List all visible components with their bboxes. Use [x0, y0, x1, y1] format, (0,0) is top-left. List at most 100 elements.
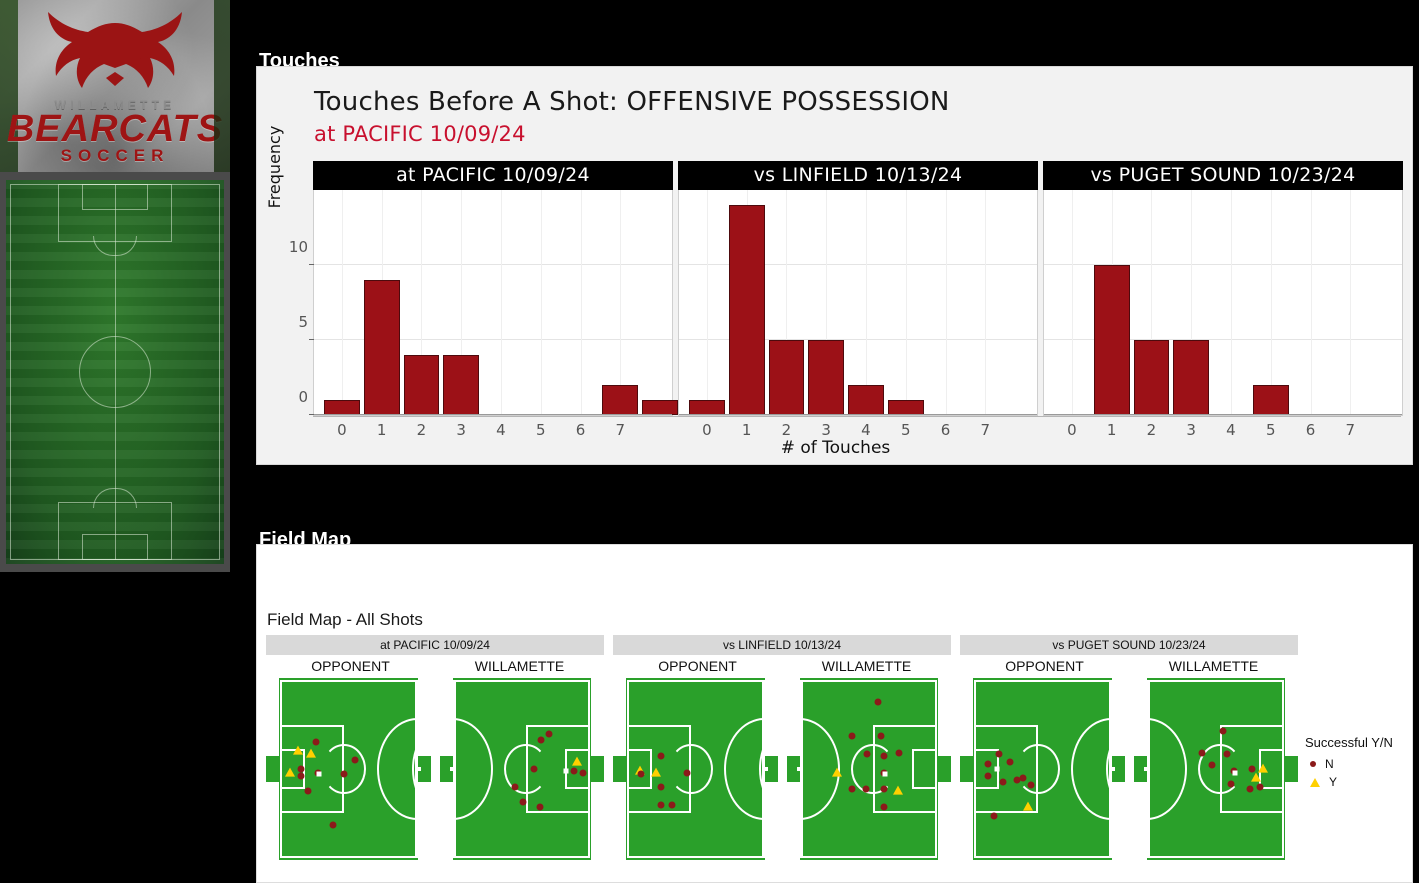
- shot-marker-unsuccessful: [519, 798, 527, 806]
- field-map-side-label-left: OPPONENT: [1005, 658, 1084, 674]
- shot-marker-unsuccessful: [880, 785, 888, 793]
- facet-header: vs LINFIELD 10/13/24: [678, 161, 1038, 190]
- field-map-side-label-right: WILLAMETTE: [1168, 658, 1259, 674]
- chart-x-axis-label: # of Touches: [780, 438, 891, 458]
- goal-marker-left: [266, 756, 279, 782]
- y-axis-tick-label: 5: [298, 313, 308, 332]
- chart-bar: [808, 340, 845, 415]
- shot-marker-unsuccessful: [1027, 781, 1035, 789]
- shot-marker-goal: [994, 766, 1000, 772]
- shot-marker-unsuccessful: [1248, 765, 1256, 773]
- goal-marker-left: [960, 756, 973, 782]
- shot-marker-successful: [651, 767, 662, 777]
- shot-marker-unsuccessful: [637, 770, 645, 778]
- x-axis-tick-label: 2: [1146, 421, 1157, 439]
- shot-marker-successful: [634, 765, 645, 775]
- chart-subtitle: at PACIFIC 10/09/24: [314, 122, 526, 146]
- gridline-vertical: [540, 190, 542, 415]
- field-map-side-label-right: WILLAMETTE: [474, 658, 565, 674]
- legend-item-y: Y: [1305, 773, 1415, 791]
- shot-marker-successful: [892, 785, 903, 795]
- shot-marker-unsuccessful: [999, 778, 1007, 786]
- field-map-side-label-right: WILLAMETTE: [821, 658, 912, 674]
- chart-facet: at PACIFIC 10/09/24 0 5 10 0 1 2 3 4 5 6 7: [289, 161, 678, 439]
- field-map-side-label-left: OPPONENT: [311, 658, 390, 674]
- y-axis-tick-label: 10: [288, 238, 308, 257]
- shot-marker-successful: [1250, 772, 1261, 782]
- shot-marker-unsuccessful: [530, 765, 538, 773]
- pitch-half-right: [412, 678, 591, 860]
- legend-title: Successful Y/N: [1305, 735, 1393, 750]
- shot-marker-unsuccessful: [657, 783, 665, 791]
- pitch-graphic: [6, 180, 224, 564]
- gridline-vertical: [500, 190, 502, 415]
- shot-marker-unsuccessful: [340, 770, 348, 778]
- shot-marker-unsuccessful: [304, 787, 312, 795]
- x-axis-tick-label: 6: [940, 421, 951, 439]
- shot-marker-unsuccessful: [668, 801, 676, 809]
- field-map-column: at PACIFIC 10/09/24 OPPONENT WILLAMETTE: [266, 635, 604, 860]
- chart-title: Touches Before A Shot: OFFENSIVE POSSESS…: [314, 87, 950, 117]
- field-map-heading: Field Map - All Shots: [267, 610, 423, 629]
- shot-marker-successful: [1023, 801, 1034, 811]
- penalty-arc: [1015, 743, 1061, 795]
- shot-marker-unsuccessful: [1198, 749, 1206, 757]
- field-map-game-header: vs LINFIELD 10/13/24: [613, 635, 951, 655]
- gridline-vertical: [905, 190, 907, 415]
- pitch-half-right: [759, 678, 938, 860]
- facet-plot-area: 0 1 2 3 4 5 6 7: [678, 190, 1038, 439]
- pitch-half-right: [1106, 678, 1285, 860]
- shot-marker-unsuccessful: [984, 760, 992, 768]
- y-axis-tick-mark: [309, 264, 314, 266]
- field-map-side-label-left: OPPONENT: [658, 658, 737, 674]
- field-map-side-labels: OPPONENT WILLAMETTE: [266, 655, 604, 678]
- shot-marker-unsuccessful: [880, 752, 888, 760]
- chart-bar: [848, 385, 884, 415]
- x-axis-tick-label: 5: [900, 421, 911, 439]
- y-axis-tick-mark: [309, 339, 314, 341]
- chart-bar: [728, 205, 765, 415]
- field-map-column: vs PUGET SOUND 10/23/24 OPPONENT WILLAMETT…: [960, 635, 1298, 860]
- gridline-vertical: [1191, 190, 1193, 415]
- chart-facet: vs PUGET SOUND 10/23/24 0 1 2 3 4 5 6 7: [1043, 161, 1403, 439]
- logo-text-bearcats: BEARCATS: [6, 108, 224, 150]
- gridline-horizontal: [1044, 264, 1402, 266]
- goal-marker-left: [613, 756, 626, 782]
- shot-marker-successful: [293, 745, 304, 755]
- chart-baseline: [313, 416, 1401, 417]
- chart-bar: [1093, 265, 1130, 415]
- gridline-horizontal: [1044, 339, 1402, 341]
- shot-marker-unsuccessful: [312, 738, 320, 746]
- chart-bar: [443, 355, 480, 415]
- gridline-vertical: [461, 190, 463, 415]
- x-axis-tick-label: 4: [861, 421, 871, 439]
- shot-marker-unsuccessful: [984, 772, 992, 780]
- gridline-vertical: [1230, 190, 1232, 415]
- gridline-horizontal: [679, 339, 1037, 341]
- gridline-vertical: [580, 190, 582, 415]
- shot-marker-unsuccessful: [990, 812, 998, 820]
- field-map-game-header: at PACIFIC 10/09/24: [266, 635, 604, 655]
- shot-marker-unsuccessful: [1223, 750, 1231, 758]
- gridline-vertical: [1151, 190, 1153, 415]
- goal-marker-right: [591, 756, 604, 782]
- legend-item-n: N: [1305, 755, 1415, 773]
- gridline-horizontal: [314, 264, 672, 266]
- shot-marker-unsuccessful: [536, 803, 544, 811]
- x-axis-tick-label: 1: [376, 421, 387, 439]
- gridline-vertical: [421, 190, 423, 415]
- shot-marker-unsuccessful: [657, 752, 665, 760]
- chart-bar: [403, 355, 440, 415]
- gridline-vertical: [1270, 190, 1272, 415]
- pitch-half-left: [626, 678, 805, 860]
- shot-marker-unsuccessful: [657, 801, 665, 809]
- x-axis-tick-label: 7: [1345, 421, 1356, 439]
- x-axis-tick-label: 6: [575, 421, 586, 439]
- field-map-column: vs LINFIELD 10/13/24 OPPONENT WILLAMETTE: [613, 635, 951, 860]
- legend-triangle-icon: [1310, 777, 1320, 787]
- x-axis-tick-label: 1: [741, 421, 752, 439]
- shot-marker-unsuccessful: [579, 769, 587, 777]
- shot-marker-unsuccessful: [351, 756, 359, 764]
- x-axis-tick-label: 3: [821, 421, 831, 439]
- facet-header: at PACIFIC 10/09/24: [313, 161, 673, 190]
